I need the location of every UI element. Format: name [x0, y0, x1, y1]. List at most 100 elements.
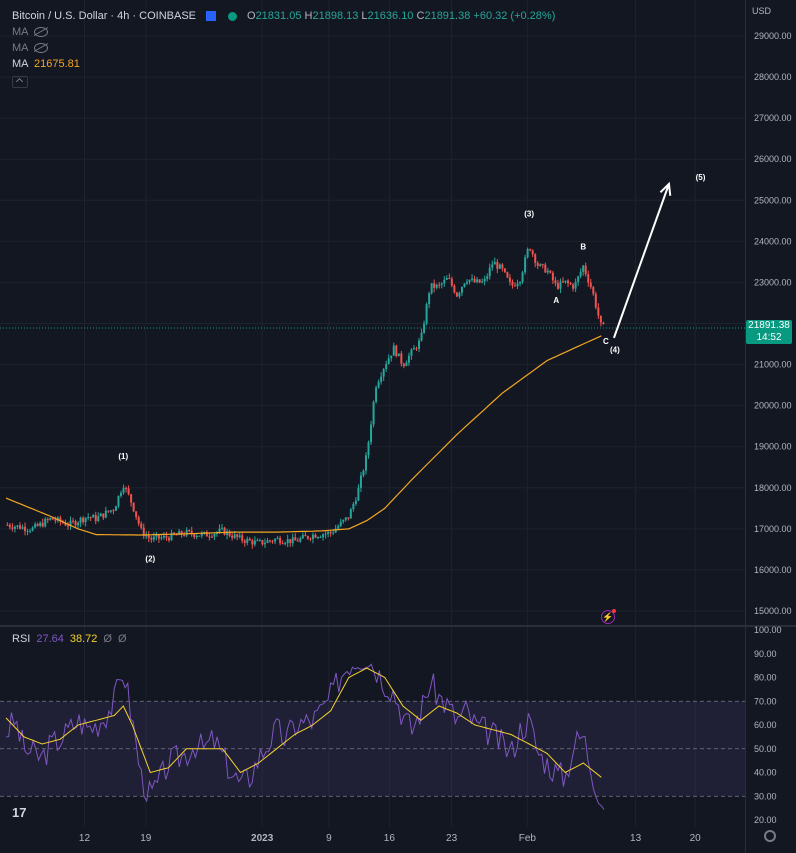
candle	[526, 247, 529, 259]
projection-arrow	[613, 183, 670, 339]
candle	[357, 484, 360, 502]
candle	[8, 523, 11, 530]
candle	[513, 282, 516, 287]
candle	[577, 275, 580, 286]
candle	[92, 513, 95, 518]
candle	[147, 531, 150, 543]
candle	[339, 518, 342, 528]
candle	[594, 291, 597, 310]
candle	[332, 529, 335, 536]
arrow-head	[659, 181, 672, 196]
rsi-line	[5, 663, 605, 810]
candle	[327, 530, 330, 538]
candle	[228, 529, 231, 538]
candle	[493, 257, 496, 265]
chart-legend: Bitcoin / U.S. Dollar · 4h · COINBASE O2…	[12, 8, 555, 88]
candle	[415, 346, 418, 351]
time-axis[interactable]: 12 19 2023 9 16 23 Feb 13 20	[0, 827, 745, 853]
candle	[251, 538, 254, 549]
candle	[481, 278, 484, 284]
candle	[294, 533, 297, 541]
market-status-icon[interactable]	[228, 11, 237, 21]
ma-row-3[interactable]: MA 21675.81	[12, 57, 80, 70]
candle	[602, 321, 605, 325]
candle	[448, 273, 451, 280]
currency-label[interactable]: USD	[752, 6, 772, 16]
tradingview-logo-icon[interactable]: 17	[12, 805, 27, 820]
candle	[460, 286, 463, 296]
candle	[271, 539, 274, 544]
price-tick-label: 18000.00	[754, 483, 792, 493]
candle	[438, 282, 441, 289]
price-chart[interactable]: (1) (2) (3) B A C (4) (5)	[0, 0, 745, 625]
candle	[208, 533, 211, 541]
candle	[382, 368, 385, 381]
candle	[534, 253, 537, 268]
candle	[412, 345, 415, 350]
wave-label: B	[580, 243, 586, 252]
flag-icon[interactable]	[206, 11, 216, 21]
candle	[29, 528, 32, 534]
candle	[551, 270, 554, 285]
candle	[567, 279, 570, 288]
candle	[410, 348, 413, 360]
candle	[397, 353, 400, 357]
rsi-chart-svg	[0, 627, 745, 827]
rsi-chart[interactable]	[0, 627, 745, 827]
candle	[195, 534, 198, 540]
candle	[253, 536, 256, 547]
wave-label: (5)	[696, 173, 706, 182]
price-tick-label: 29000.00	[754, 31, 792, 41]
candle	[89, 516, 92, 522]
candle	[428, 291, 431, 309]
candle	[503, 268, 506, 274]
candle	[572, 282, 575, 292]
symbol-title[interactable]: Bitcoin / U.S. Dollar · 4h · COINBASE	[12, 9, 196, 22]
candle	[130, 493, 133, 507]
collapse-legend-icon[interactable]	[12, 76, 28, 88]
price-axis[interactable]: 15000.00 16000.00 17000.00 18000.00 19000.00…	[746, 0, 796, 827]
candle	[296, 537, 299, 542]
candle	[496, 259, 499, 274]
alert-lightning-icon[interactable]: ⚡	[601, 609, 616, 624]
candle	[387, 354, 390, 365]
time-tick-label: 2023	[251, 833, 274, 844]
candle	[188, 529, 191, 533]
candle	[258, 538, 261, 542]
time-tick-label: 23	[446, 833, 458, 844]
rsi-label[interactable]: RSI	[12, 633, 31, 645]
candle	[317, 536, 320, 540]
moving-average-line	[5, 335, 602, 536]
candle	[377, 379, 380, 389]
pane-divider[interactable]	[0, 625, 796, 627]
candle	[109, 510, 112, 514]
settings-gear-icon[interactable]	[764, 830, 776, 842]
candle	[329, 530, 332, 537]
candle	[304, 531, 307, 537]
candle	[231, 531, 234, 541]
candle	[559, 278, 562, 294]
candle	[433, 279, 436, 293]
hidden-eye-icon[interactable]	[34, 27, 48, 37]
candle	[82, 516, 85, 525]
candle	[256, 538, 259, 542]
candle	[322, 533, 325, 541]
candle	[549, 269, 552, 274]
candle	[221, 524, 224, 531]
candle	[521, 270, 524, 285]
hidden-eye-icon[interactable]	[34, 43, 48, 53]
candle	[541, 263, 544, 269]
candle	[453, 283, 456, 294]
bar-timer: 14:52	[756, 332, 782, 343]
candle	[319, 535, 322, 538]
candle	[263, 538, 266, 548]
candle	[347, 517, 350, 521]
candle	[544, 262, 547, 273]
ma-row-1[interactable]: MA	[12, 24, 555, 40]
candle	[193, 533, 196, 540]
ma-row-2[interactable]: MA	[12, 40, 555, 56]
candle	[473, 275, 476, 283]
candle	[226, 528, 229, 540]
price-tick-label: 16000.00	[754, 565, 792, 575]
candle	[77, 521, 80, 529]
